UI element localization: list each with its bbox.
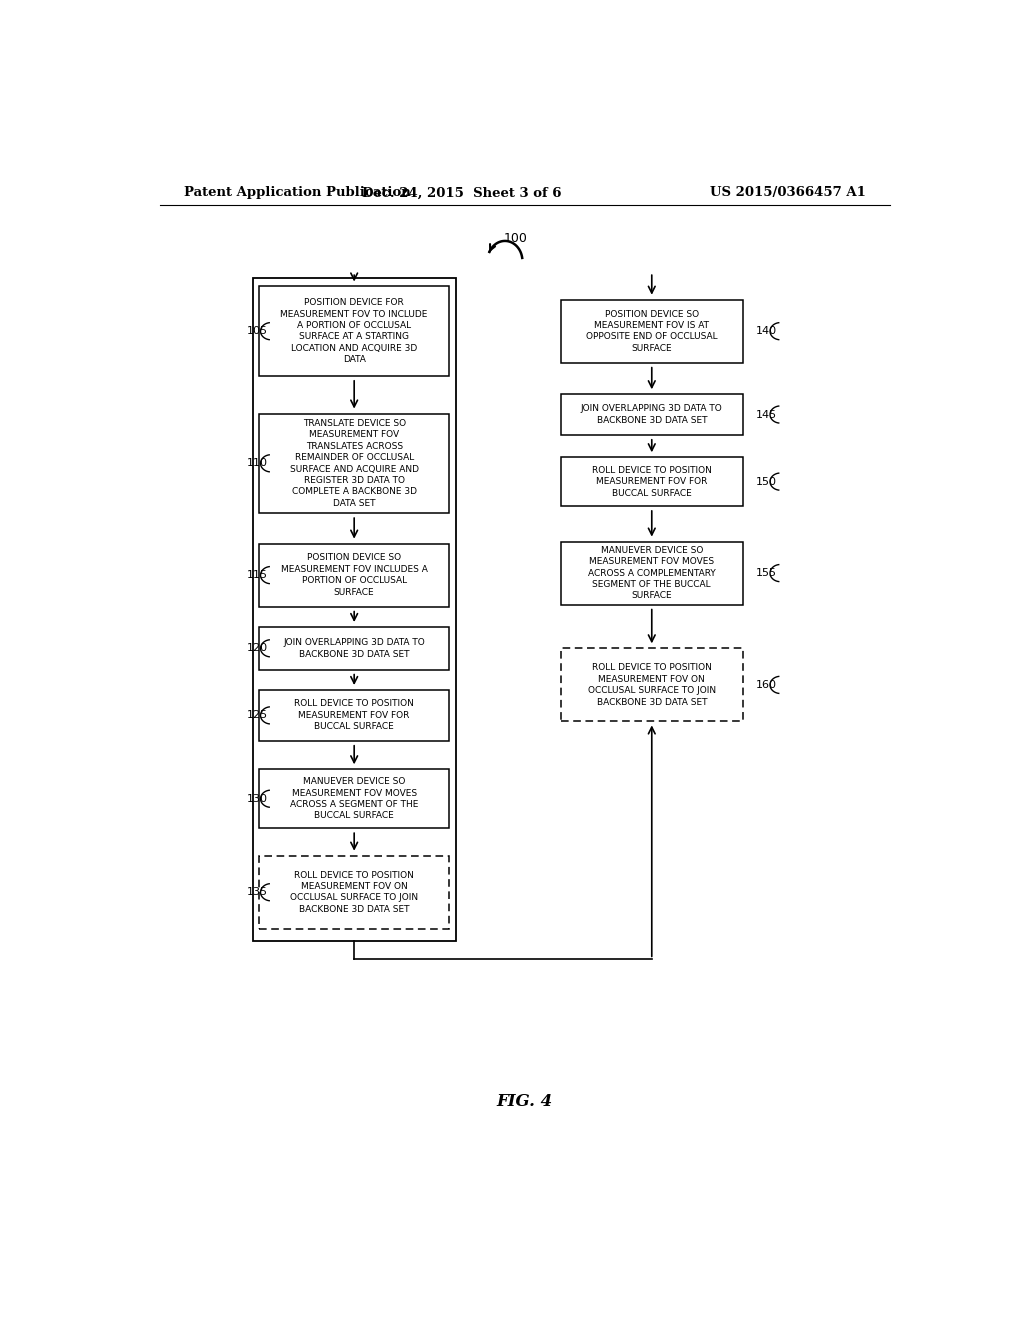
Text: TRANSLATE DEVICE SO
MEASUREMENT FOV
TRANSLATES ACROSS
REMAINDER OF OCCLUSAL
SURF: TRANSLATE DEVICE SO MEASUREMENT FOV TRAN… bbox=[290, 418, 419, 508]
Text: ROLL DEVICE TO POSITION
MEASUREMENT FOV FOR
BUCCAL SURFACE: ROLL DEVICE TO POSITION MEASUREMENT FOV … bbox=[592, 466, 712, 498]
Text: ROLL DEVICE TO POSITION
MEASUREMENT FOV ON
OCCLUSAL SURFACE TO JOIN
BACKBONE 3D : ROLL DEVICE TO POSITION MEASUREMENT FOV … bbox=[290, 871, 418, 913]
FancyBboxPatch shape bbox=[259, 690, 450, 741]
Text: 105: 105 bbox=[247, 326, 267, 337]
FancyBboxPatch shape bbox=[560, 300, 743, 363]
Text: 145: 145 bbox=[756, 409, 777, 420]
Text: ROLL DEVICE TO POSITION
MEASUREMENT FOV ON
OCCLUSAL SURFACE TO JOIN
BACKBONE 3D : ROLL DEVICE TO POSITION MEASUREMENT FOV … bbox=[588, 663, 716, 706]
FancyBboxPatch shape bbox=[259, 855, 450, 929]
Text: 155: 155 bbox=[756, 568, 777, 578]
Text: 135: 135 bbox=[247, 887, 267, 898]
Text: JOIN OVERLAPPING 3D DATA TO
BACKBONE 3D DATA SET: JOIN OVERLAPPING 3D DATA TO BACKBONE 3D … bbox=[581, 404, 723, 425]
Text: 115: 115 bbox=[247, 570, 267, 579]
FancyBboxPatch shape bbox=[560, 457, 743, 506]
Text: MANUEVER DEVICE SO
MEASUREMENT FOV MOVES
ACROSS A COMPLEMENTARY
SEGMENT OF THE B: MANUEVER DEVICE SO MEASUREMENT FOV MOVES… bbox=[588, 545, 716, 601]
Text: ROLL DEVICE TO POSITION
MEASUREMENT FOV FOR
BUCCAL SURFACE: ROLL DEVICE TO POSITION MEASUREMENT FOV … bbox=[294, 700, 414, 731]
Text: 100: 100 bbox=[504, 232, 527, 244]
Text: POSITION DEVICE SO
MEASUREMENT FOV IS AT
OPPOSITE END OF OCCLUSAL
SURFACE: POSITION DEVICE SO MEASUREMENT FOV IS AT… bbox=[586, 309, 718, 352]
Text: 120: 120 bbox=[247, 643, 267, 653]
Text: Dec. 24, 2015  Sheet 3 of 6: Dec. 24, 2015 Sheet 3 of 6 bbox=[361, 186, 561, 199]
FancyBboxPatch shape bbox=[259, 544, 450, 607]
Text: 150: 150 bbox=[756, 477, 777, 487]
FancyBboxPatch shape bbox=[560, 648, 743, 722]
FancyBboxPatch shape bbox=[259, 286, 450, 376]
FancyBboxPatch shape bbox=[560, 395, 743, 434]
Text: POSITION DEVICE FOR
MEASUREMENT FOV TO INCLUDE
A PORTION OF OCCLUSAL
SURFACE AT : POSITION DEVICE FOR MEASUREMENT FOV TO I… bbox=[281, 298, 428, 364]
Text: MANUEVER DEVICE SO
MEASUREMENT FOV MOVES
ACROSS A SEGMENT OF THE
BUCCAL SURFACE: MANUEVER DEVICE SO MEASUREMENT FOV MOVES… bbox=[290, 777, 419, 821]
Text: 125: 125 bbox=[247, 710, 267, 721]
Text: 140: 140 bbox=[756, 326, 777, 337]
Text: 130: 130 bbox=[247, 793, 267, 804]
Text: JOIN OVERLAPPING 3D DATA TO
BACKBONE 3D DATA SET: JOIN OVERLAPPING 3D DATA TO BACKBONE 3D … bbox=[284, 638, 425, 659]
Text: 110: 110 bbox=[247, 458, 267, 469]
FancyBboxPatch shape bbox=[560, 541, 743, 605]
FancyBboxPatch shape bbox=[259, 627, 450, 669]
FancyBboxPatch shape bbox=[259, 413, 450, 513]
Text: POSITION DEVICE SO
MEASUREMENT FOV INCLUDES A
PORTION OF OCCLUSAL
SURFACE: POSITION DEVICE SO MEASUREMENT FOV INCLU… bbox=[281, 553, 428, 597]
FancyBboxPatch shape bbox=[259, 770, 450, 828]
Text: Patent Application Publication: Patent Application Publication bbox=[183, 186, 411, 199]
Text: US 2015/0366457 A1: US 2015/0366457 A1 bbox=[711, 186, 866, 199]
Text: FIG. 4: FIG. 4 bbox=[497, 1093, 553, 1110]
Text: 160: 160 bbox=[756, 680, 777, 690]
